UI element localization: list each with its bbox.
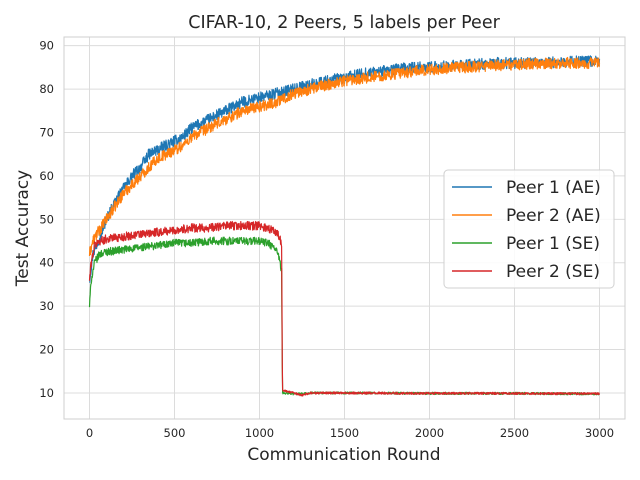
- x-tick-label: 1000: [245, 426, 274, 440]
- y-tick-label: 60: [39, 169, 54, 183]
- legend-label: Peer 2 (SE): [506, 262, 600, 282]
- x-axis-ticks: 0 500 1000 1500 2000 2500 3000: [86, 426, 614, 440]
- series-line-2: [88, 56, 601, 257]
- y-tick-label: 50: [39, 212, 54, 226]
- chart-title: CIFAR-10, 2 Peers, 5 labels per Peer: [188, 13, 500, 33]
- y-tick-label: 30: [39, 299, 54, 313]
- y-tick-label: 70: [39, 126, 54, 140]
- legend-label: Peer 1 (AE): [506, 178, 601, 198]
- x-axis-title: Communication Round: [247, 445, 440, 465]
- x-tick-label: 500: [164, 426, 186, 440]
- y-tick-label: 10: [39, 386, 54, 400]
- y-tick-label: 80: [39, 82, 54, 96]
- x-tick-label: 2000: [415, 426, 444, 440]
- legend: Peer 1 (AE) Peer 2 (AE) Peer 1 (SE) Peer 2 …: [443, 169, 615, 289]
- series-group: [88, 55, 601, 397]
- y-axis-ticks: 10 20 30 40 50 60 70 80 90: [39, 39, 54, 400]
- series-line-4: [88, 220, 601, 397]
- y-tick-label: 20: [39, 343, 54, 357]
- y-tick-label: 40: [39, 256, 54, 270]
- x-tick-label: 3000: [585, 426, 614, 440]
- legend-label: Peer 2 (AE): [506, 206, 601, 226]
- legend-box: [443, 169, 615, 289]
- plot-frame: [63, 36, 626, 420]
- x-tick-label: 0: [86, 426, 93, 440]
- y-axis-title: Test Accuracy: [13, 170, 33, 288]
- legend-label: Peer 1 (SE): [506, 234, 600, 254]
- y-tick-label: 90: [39, 39, 54, 53]
- x-tick-label: 2500: [500, 426, 529, 440]
- x-tick-label: 1500: [330, 426, 359, 440]
